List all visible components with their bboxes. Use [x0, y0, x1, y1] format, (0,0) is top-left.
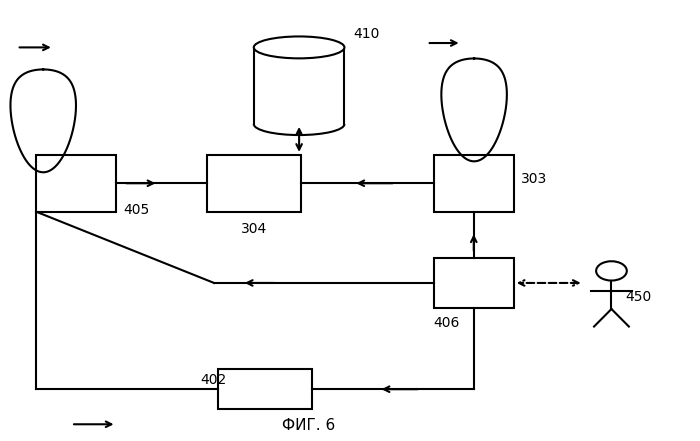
Bar — [434, 258, 514, 308]
Text: ФИГ. 6: ФИГ. 6 — [281, 418, 335, 433]
Bar — [36, 155, 116, 212]
Text: 304: 304 — [241, 222, 267, 236]
Text: 450: 450 — [625, 290, 652, 304]
Text: 405: 405 — [123, 202, 150, 217]
Text: 402: 402 — [200, 374, 226, 388]
Text: 410: 410 — [354, 27, 380, 41]
Text: 303: 303 — [521, 172, 547, 186]
Circle shape — [596, 261, 626, 280]
Text: 406: 406 — [434, 317, 460, 330]
Bar — [434, 155, 514, 212]
Bar — [207, 155, 301, 212]
Ellipse shape — [254, 37, 344, 58]
Bar — [218, 370, 312, 409]
